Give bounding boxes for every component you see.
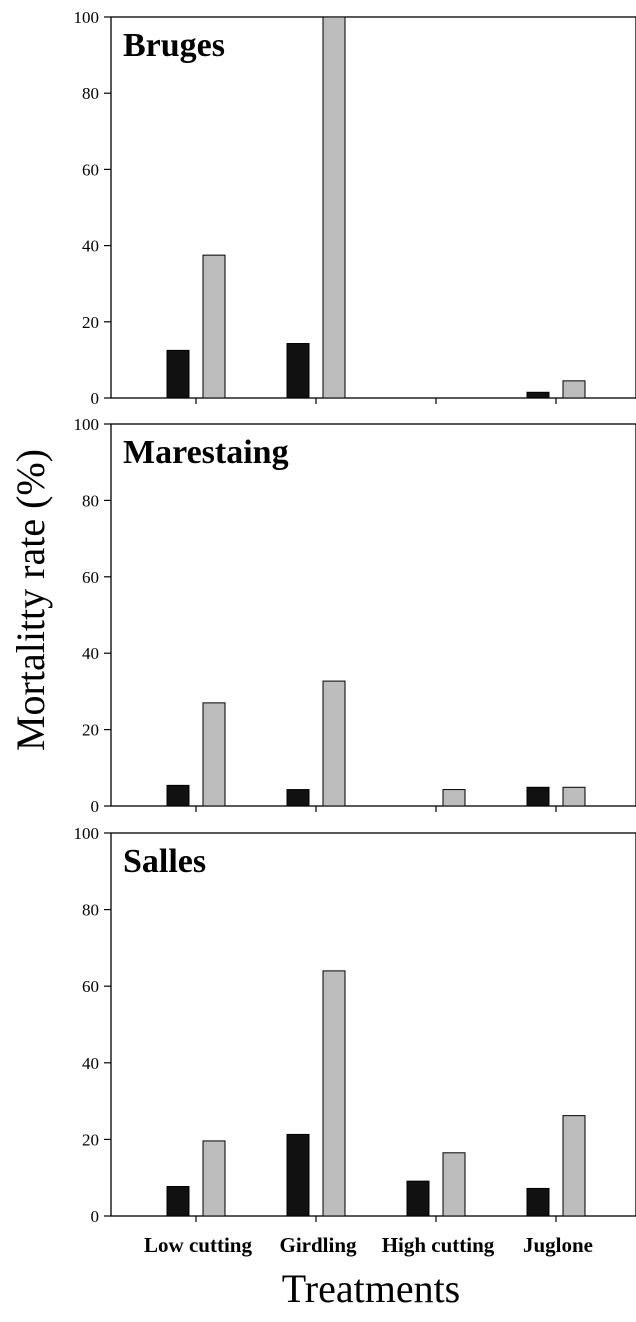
bar: [202, 702, 226, 807]
panel-frame: [110, 423, 636, 807]
panel-title: Marestaing: [123, 434, 289, 471]
bar: [286, 1133, 310, 1217]
bar: [442, 1152, 466, 1217]
y-tick-label: 0: [91, 1207, 100, 1226]
x-category-label: High cutting: [382, 1233, 495, 1257]
y-tick-label: 60: [82, 160, 99, 179]
bar: [286, 789, 310, 807]
bar: [526, 391, 550, 399]
bar: [526, 786, 550, 807]
panel-frame: [110, 832, 636, 1217]
y-tick-label: 20: [82, 1130, 99, 1149]
bar: [562, 1115, 586, 1217]
panel-title: Salles: [123, 843, 206, 880]
bar: [322, 970, 346, 1217]
y-tick-label: 0: [91, 389, 100, 408]
y-tick-label: 60: [82, 977, 99, 996]
y-tick-label: 100: [74, 824, 100, 843]
x-category-label: Low cutting: [144, 1233, 252, 1257]
y-tick-label: 40: [82, 644, 99, 663]
x-category-label: Girdling: [279, 1233, 357, 1257]
bar: [166, 349, 190, 399]
y-tick-label: 80: [82, 901, 99, 920]
bar: [166, 1186, 190, 1217]
x-axis-title: Treatments: [282, 1266, 461, 1311]
panel-title: Bruges: [123, 27, 225, 64]
y-tick-label: 40: [82, 237, 99, 256]
panel-frame: [110, 16, 636, 399]
bar: [526, 1187, 550, 1217]
y-tick-label: 100: [74, 415, 100, 434]
y-axis-title: Mortalitty rate (%): [8, 449, 53, 751]
y-tick-label: 100: [74, 8, 100, 27]
bar: [322, 16, 346, 399]
y-tick-label: 0: [91, 797, 100, 816]
y-tick-label: 60: [82, 568, 99, 587]
y-tick-label: 40: [82, 1054, 99, 1073]
bar: [286, 343, 310, 399]
y-tick-label: 20: [82, 721, 99, 740]
bar: [202, 254, 226, 399]
bar: [166, 784, 190, 807]
bar: [202, 1140, 226, 1217]
y-tick-label: 80: [82, 84, 99, 103]
y-tick-label: 20: [82, 313, 99, 332]
bar: [322, 680, 346, 807]
bar: [562, 786, 586, 807]
bar: [562, 380, 586, 399]
x-category-label: Juglone: [523, 1233, 593, 1257]
bar: [406, 1180, 430, 1217]
y-tick-label: 80: [82, 491, 99, 510]
bar: [442, 789, 466, 807]
